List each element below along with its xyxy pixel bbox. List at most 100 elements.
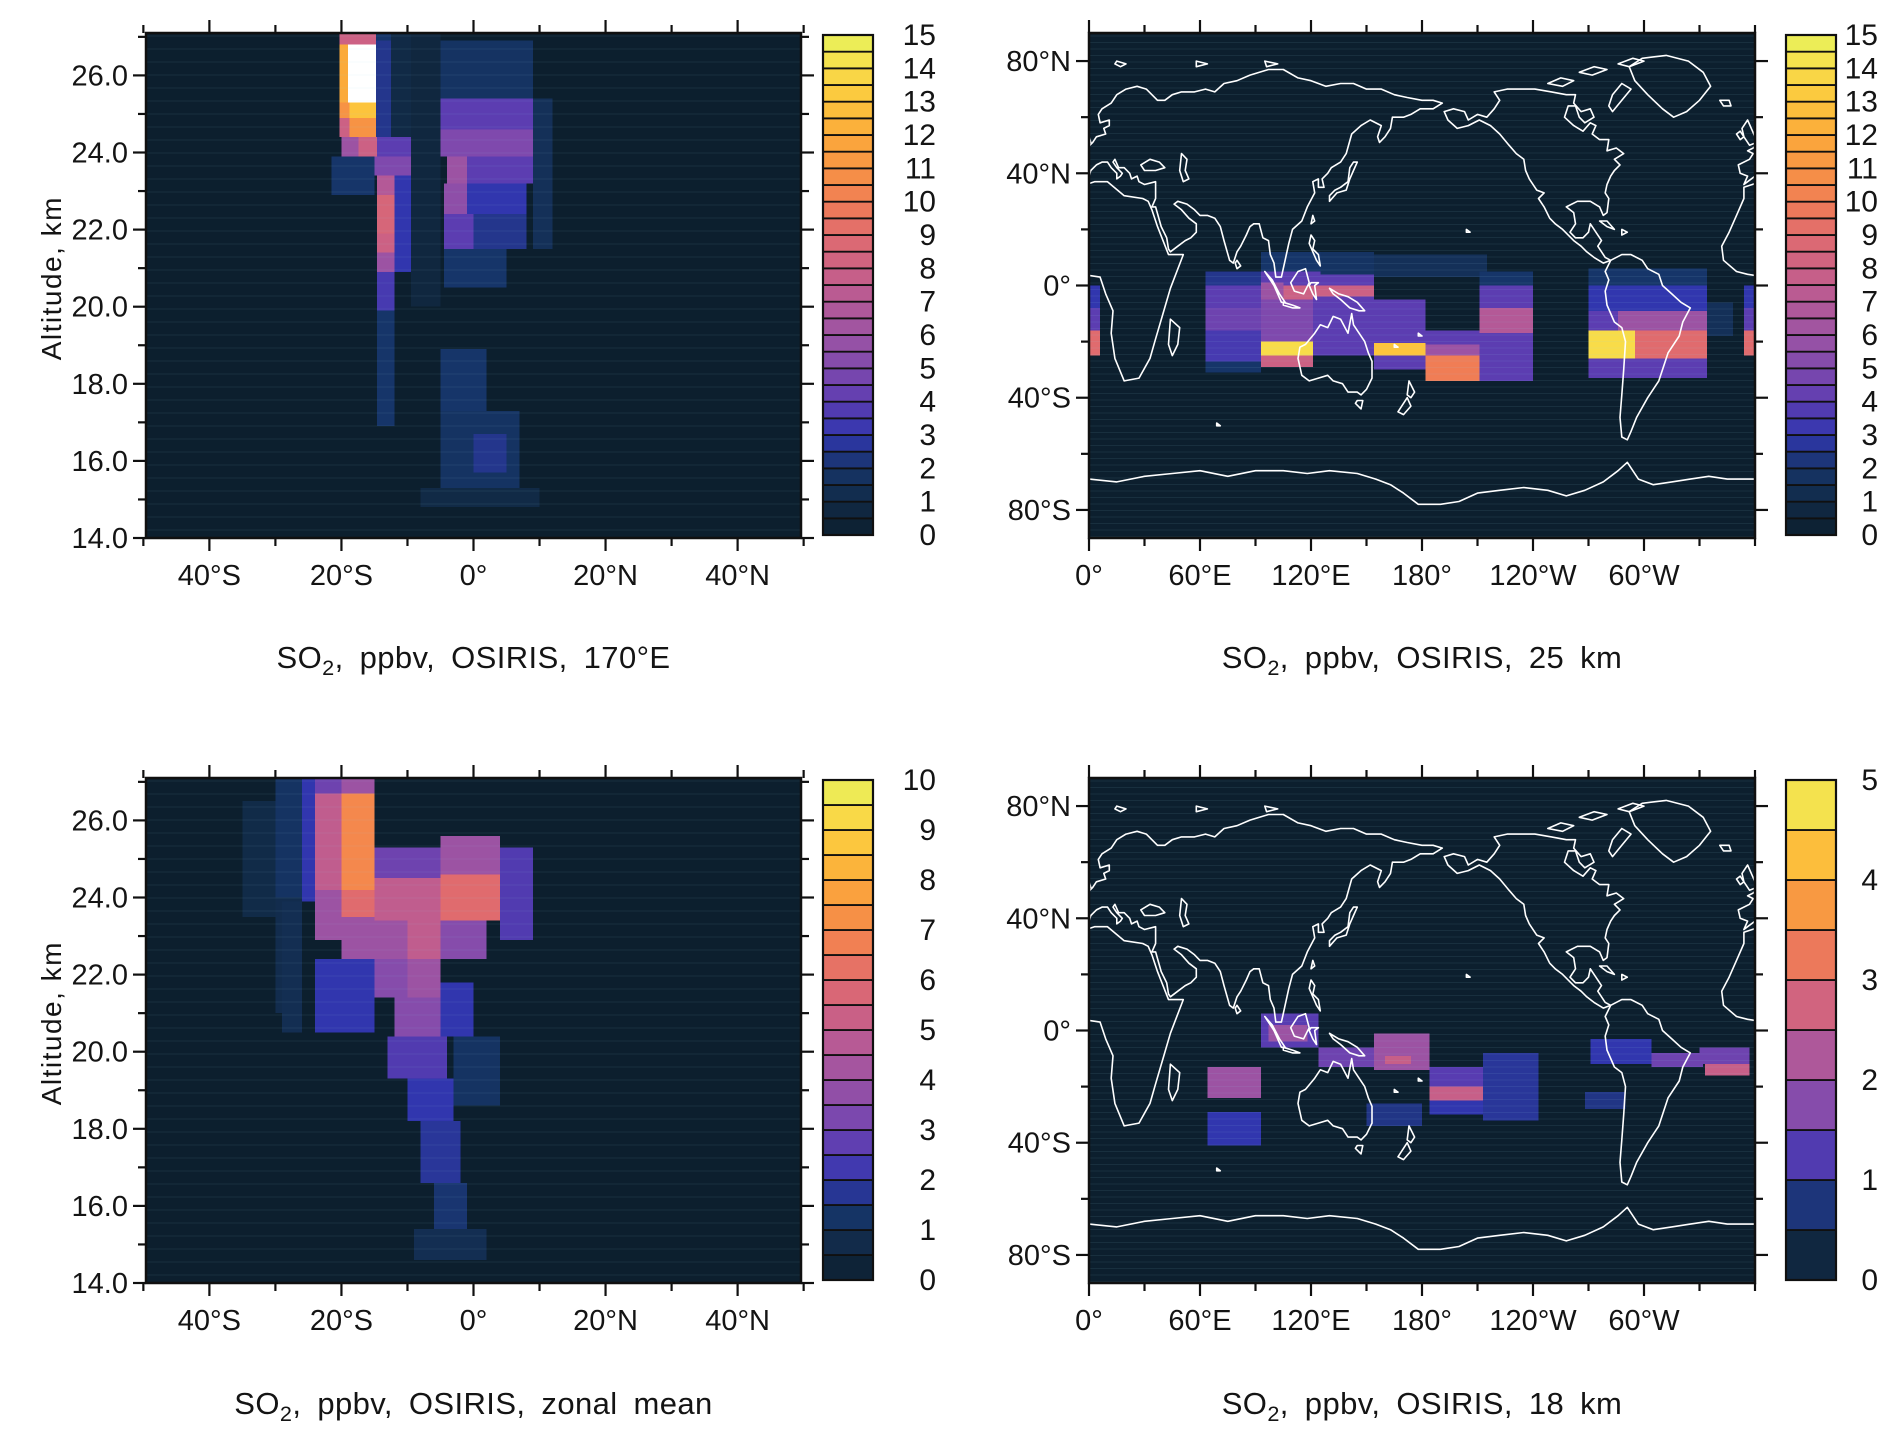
y-tick-label: 80°N: [1006, 46, 1071, 78]
heatmap-cell: [377, 175, 395, 195]
colorbar-label: 3: [919, 419, 936, 452]
colorbar-label: 1: [919, 1214, 936, 1247]
coastline-path: [1297, 1057, 1373, 1141]
coastline-path: [1089, 68, 1444, 278]
title-subscript: 2: [322, 655, 335, 681]
title-rest: , ppbv, OSIRIS, 25 km: [1279, 640, 1623, 675]
colorbar-segment: [822, 929, 874, 956]
colorbar-segment: [822, 1179, 874, 1206]
heatmap-cell: [1588, 358, 1707, 379]
heatmap-cell: [1261, 251, 1321, 272]
coastline-path: [1598, 965, 1616, 976]
coastline-path: [1735, 130, 1745, 141]
colorbar-segment: [822, 250, 874, 270]
heatmap-cell: [1366, 1103, 1422, 1126]
heatmap-cell: [1479, 271, 1533, 286]
heatmap-cell: [1584, 1092, 1626, 1110]
coastline-path: [1089, 925, 1185, 1127]
colorbar-segment: [822, 34, 874, 53]
colorbar-segment: [1785, 350, 1837, 370]
colorbar-label: 8: [919, 252, 936, 285]
coastline-path: [1310, 959, 1316, 970]
colorbar-label: 5: [919, 1014, 936, 1047]
colorbar-segment: [822, 854, 874, 881]
colorbar-segment: [822, 484, 874, 503]
heatmap-cell: [341, 916, 375, 960]
colorbar-label: 0: [919, 519, 936, 552]
heatmap-cell: [1312, 341, 1374, 356]
x-tick-label: 0°: [460, 1305, 488, 1337]
y-tick-label: 18.0: [72, 369, 128, 401]
x-tick-label: 120°E: [1271, 1305, 1350, 1337]
coastline-path: [1719, 99, 1732, 107]
colorbar-segment: [1785, 367, 1837, 386]
x-tick-label: 120°E: [1271, 560, 1350, 592]
heatmap-cell: [466, 156, 533, 184]
heatmap-cell: [1425, 344, 1485, 356]
coastline-path: [1195, 805, 1209, 813]
heatmap-cell: [440, 349, 487, 411]
y-tick-label: 16.0: [72, 446, 128, 478]
heatmap-cell: [414, 1229, 487, 1260]
heatmap-cell: [1651, 1052, 1704, 1067]
colorbar-border: [1784, 33, 1838, 537]
heatmap-cell: [242, 801, 276, 917]
colorbar-label: 0: [919, 1264, 936, 1297]
colorbar-segment: [1785, 434, 1837, 453]
colorbar-label: 15: [1845, 19, 1878, 52]
coastline-path: [1089, 134, 1092, 144]
colorbar-label: 9: [1861, 219, 1878, 252]
colorbar-label: 4: [919, 386, 936, 419]
heatmap-cell: [1429, 1066, 1484, 1087]
colorbar-label: 13: [903, 86, 936, 119]
colorbar-segment: [822, 904, 874, 931]
colorbar-segment: [1785, 1129, 1837, 1181]
coastlines: [956, 54, 1755, 506]
coastline-path: [1289, 1012, 1310, 1040]
coastline-path: [1417, 332, 1423, 337]
heatmap-cell: [349, 102, 376, 118]
heatmap-cell: [374, 156, 411, 176]
coastline-path: [1617, 57, 1645, 68]
heatmap-cell: [341, 137, 359, 157]
heatmap-cell: [440, 40, 533, 99]
coastline-path: [1215, 1167, 1222, 1172]
heatmap-cell: [315, 793, 342, 890]
colorbar-label: 7: [919, 286, 936, 319]
colorbar-label: 2: [919, 452, 936, 485]
y-tick-label: 40°S: [1008, 1128, 1071, 1160]
colorbar-segment: [822, 517, 874, 536]
colorbar-label: 2: [1861, 452, 1878, 485]
colorbar-label: 10: [903, 186, 936, 219]
coastline-path: [943, 829, 965, 857]
colorbar-label: 7: [919, 914, 936, 947]
colorbar-segment: [822, 1254, 874, 1281]
colorbar-segment: [1785, 234, 1837, 253]
coastlines: [943, 799, 1755, 1251]
y-tick-label: 16.0: [72, 1191, 128, 1223]
heatmap-cell: [390, 33, 411, 138]
colorbar-segment: [822, 67, 874, 86]
coastline-path: [1054, 845, 1065, 851]
heatmap-cell: [1429, 1100, 1484, 1115]
colorbar-label: 14: [1845, 52, 1878, 85]
colorbar-segment: [1785, 34, 1837, 53]
heatmap-cell: [1261, 341, 1313, 356]
title-prefix: SO: [234, 1386, 280, 1421]
y-tick-label: 26.0: [72, 60, 128, 92]
colorbar-segment: [1785, 184, 1837, 203]
heatmap-cell: [394, 997, 441, 1037]
heatmap-cell: [447, 156, 467, 184]
heatmap-cell: [315, 889, 342, 940]
colorbar-segment: [1785, 484, 1837, 503]
coastline-path: [1443, 88, 1625, 264]
coastline-path: [956, 229, 962, 235]
coastline-path: [1604, 253, 1692, 441]
coastline-path: [1308, 234, 1322, 267]
heatmap-cells: [1207, 1013, 1750, 1146]
heatmap-cell: [377, 194, 395, 234]
heatmap-cell: [1373, 299, 1426, 344]
heatmap-cell: [387, 1036, 448, 1079]
heatmap-cell: [1373, 343, 1426, 356]
